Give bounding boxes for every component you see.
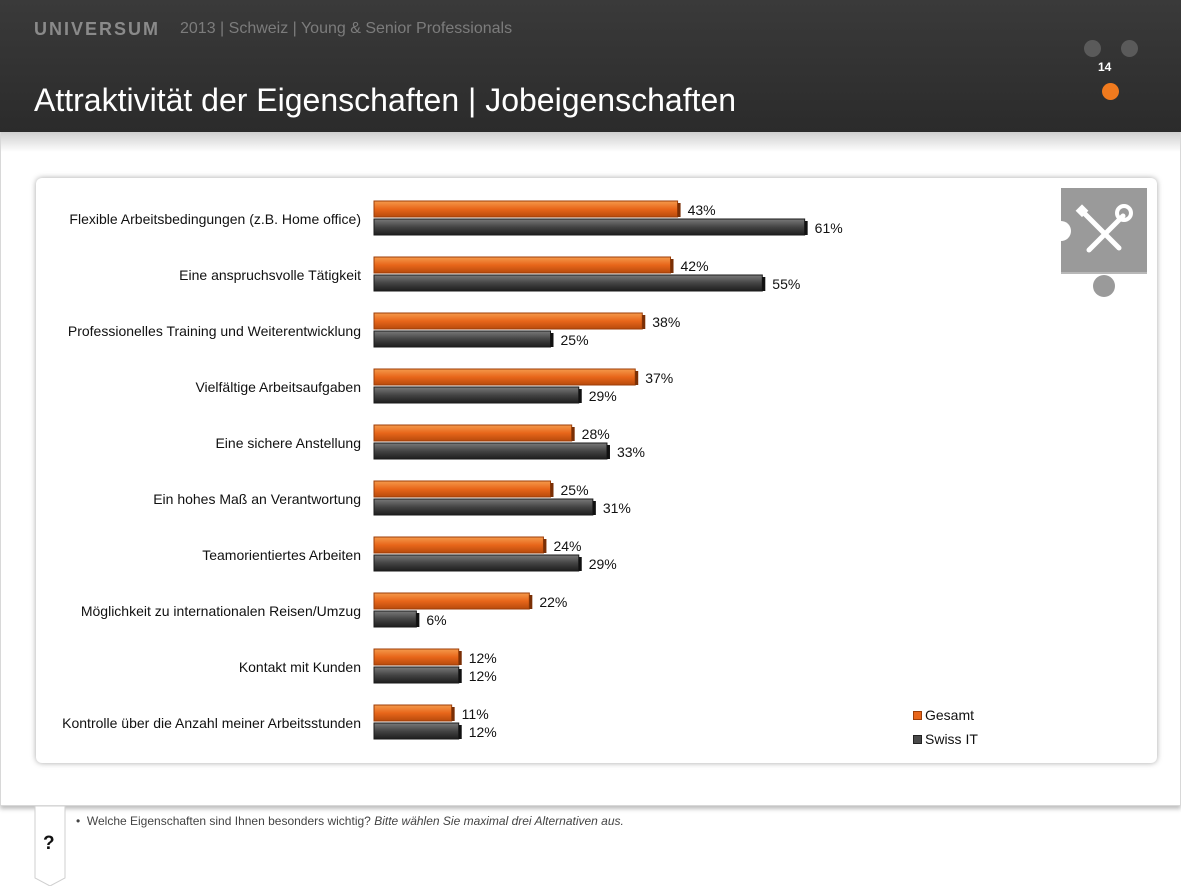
legend-item: Gesamt	[913, 703, 978, 727]
bar-swiss-it	[373, 218, 806, 236]
category-label: Flexible Arbeitsbedingungen (z.B. Home o…	[69, 211, 361, 227]
bar-side	[635, 371, 639, 385]
page-title: Attraktivität der Eigenschaften | Jobeig…	[34, 82, 737, 118]
data-label: 42%	[681, 258, 709, 274]
bar-gesamt	[373, 424, 573, 442]
category-label: Möglichkeit zu internationalen Reisen/Um…	[81, 603, 361, 619]
data-label: 29%	[589, 556, 617, 572]
footnote-instruction: Bitte wählen Sie maximal drei Alternativ…	[374, 814, 624, 828]
bar-swiss-it	[373, 386, 580, 404]
category-label: Vielfältige Arbeitsaufgaben	[195, 379, 361, 395]
data-label: 43%	[688, 202, 716, 218]
data-label: 55%	[772, 276, 800, 292]
category-label: Eine anspruchsvolle Tätigkeit	[179, 267, 361, 283]
bar-side	[550, 483, 554, 497]
bar-side	[571, 427, 575, 441]
bar-side	[677, 203, 681, 217]
header-subtitle: 2013 | Schweiz | Young & Senior Professi…	[180, 20, 513, 37]
bar-side	[606, 445, 610, 459]
header-shadow	[0, 132, 1181, 152]
bar-swiss-it	[373, 274, 763, 292]
legend-swatch	[913, 710, 922, 720]
legend-swatch	[913, 734, 922, 744]
data-label: 11%	[462, 706, 489, 722]
category-label: Professionelles Training und Weiterentwi…	[68, 323, 361, 339]
category-label: Teamorientiertes Arbeiten	[202, 547, 361, 563]
brand-logo: UNIVERSUM	[34, 19, 161, 39]
bar-swiss-it	[373, 498, 594, 516]
bar-swiss-it	[373, 722, 460, 740]
bar-swiss-it	[373, 442, 608, 460]
bar-side	[670, 259, 674, 273]
bar-side	[762, 277, 766, 291]
data-label: 37%	[645, 370, 673, 386]
bar-gesamt	[373, 256, 672, 274]
header-bar: UNIVERSUM 2013 | Schweiz | Young & Senio…	[0, 0, 1181, 132]
bar-swiss-it	[373, 554, 580, 572]
bar-gesamt	[373, 592, 530, 610]
data-label: 31%	[603, 500, 631, 516]
nav-dot-icon[interactable]	[1121, 40, 1138, 57]
data-label: 38%	[652, 314, 680, 330]
data-label: 12%	[469, 668, 497, 684]
data-label: 25%	[561, 332, 589, 348]
bar-side	[642, 315, 646, 329]
bar-swiss-it	[373, 330, 551, 348]
legend-label: Gesamt	[925, 707, 975, 723]
footnote: • Welche Eigenschaften sind Ihnen besond…	[76, 814, 624, 828]
data-label: 12%	[469, 650, 497, 666]
bar-side	[578, 557, 582, 571]
bar-side	[529, 595, 533, 609]
bar-swiss-it	[373, 610, 417, 628]
bar-side	[578, 389, 582, 403]
data-label: 33%	[617, 444, 645, 460]
data-label: 24%	[553, 538, 581, 554]
bar-side	[550, 333, 554, 347]
nav-dot-active-icon[interactable]	[1102, 83, 1119, 100]
page-number: 14	[1098, 60, 1112, 74]
help-tab[interactable]	[34, 806, 66, 886]
question-icon[interactable]: ?	[43, 833, 55, 854]
chart-legend: Gesamt Swiss IT	[913, 703, 978, 751]
footnote-question: Welche Eigenschaften sind Ihnen besonder…	[86, 814, 371, 828]
data-label: 29%	[589, 388, 617, 404]
category-label: Ein hohes Maß an Verantwortung	[153, 491, 361, 507]
bar-gesamt	[373, 536, 544, 554]
data-label: 61%	[815, 220, 843, 236]
nav-dot-icon[interactable]	[1084, 40, 1101, 57]
bar-gesamt	[373, 368, 636, 386]
legend-label: Swiss IT	[925, 731, 978, 747]
bar-side	[451, 707, 455, 721]
bar-side	[458, 651, 462, 665]
legend-item: Swiss IT	[913, 727, 978, 751]
data-label: 25%	[561, 482, 589, 498]
category-label: Kontakt mit Kunden	[239, 659, 361, 675]
bar-gesamt	[373, 704, 453, 722]
category-label: Kontrolle über die Anzahl meiner Arbeits…	[62, 715, 361, 731]
data-label: 6%	[426, 612, 446, 628]
tools-puzzle-icon	[1051, 188, 1147, 303]
data-label: 12%	[469, 724, 497, 740]
footnote-bullet: •	[76, 814, 81, 828]
data-label: 28%	[582, 426, 610, 442]
bar-side	[416, 613, 420, 627]
bar-gesamt	[373, 480, 551, 498]
bar-gesamt	[373, 648, 460, 666]
bar-gesamt	[373, 312, 643, 330]
bar-side	[458, 725, 462, 739]
bar-swiss-it	[373, 666, 460, 684]
bar-side	[804, 221, 808, 235]
data-label: 22%	[539, 594, 567, 610]
bar-gesamt	[373, 200, 679, 218]
bar-side	[458, 669, 462, 683]
bar-side	[543, 539, 547, 553]
bar-side	[592, 501, 596, 515]
category-label: Eine sichere Anstellung	[215, 435, 361, 451]
